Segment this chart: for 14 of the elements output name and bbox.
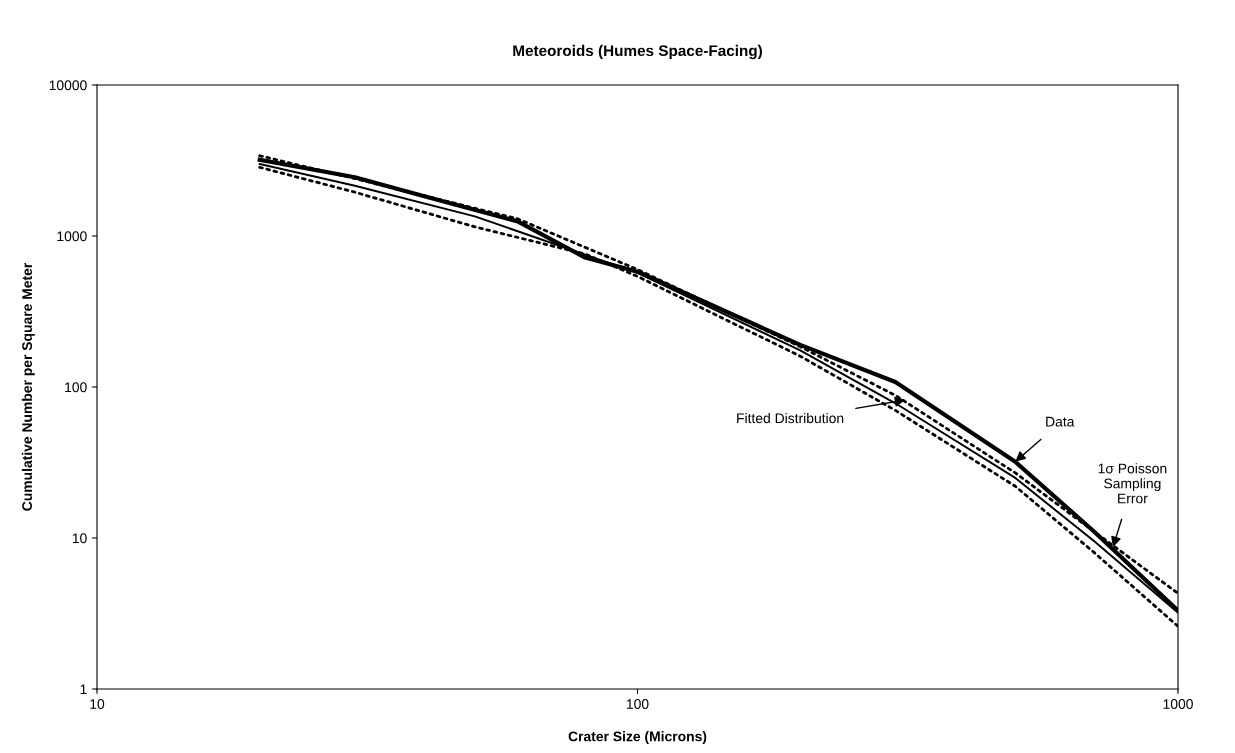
y-tick-label: 10000 — [49, 80, 87, 91]
chart-title: Meteoroids (Humes Space-Facing) — [513, 44, 762, 60]
x-tick-label: 100 — [626, 699, 649, 709]
y-tick-label: 1 — [80, 684, 87, 695]
annotation: 1σ Poisson Sampling Error — [1098, 463, 1167, 504]
x-axis-title: Crater Size (Microns) — [568, 731, 707, 745]
annotation: Fitted Distribution — [737, 412, 844, 424]
x-tick-label: 10 — [90, 699, 105, 709]
y-axis-title: Cumulative Number per Square Meter — [21, 262, 35, 511]
y-tick-label: 1000 — [57, 231, 87, 242]
annotation: Data — [1046, 416, 1075, 427]
y-tick-label: 10 — [72, 533, 87, 544]
x-tick-label: 1000 — [1163, 699, 1193, 709]
y-tick-label: 100 — [65, 382, 87, 393]
